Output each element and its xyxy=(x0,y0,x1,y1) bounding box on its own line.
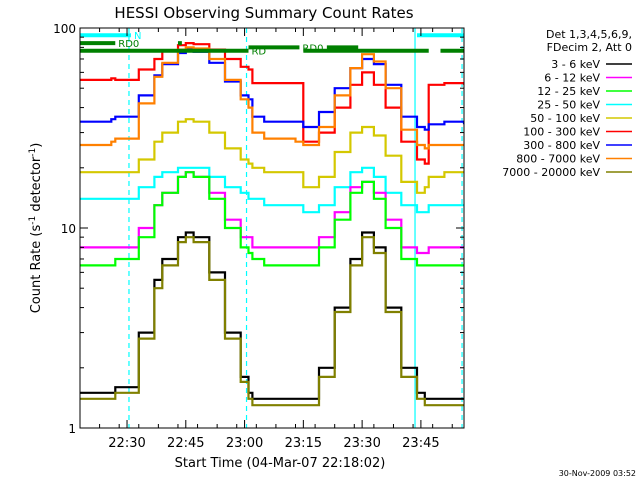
series-line-5 xyxy=(80,171,464,255)
x-axis-label: Start Time (04-Mar-07 22:18:02) xyxy=(175,456,386,471)
y-axis-label: Count Rate (s-1 detector-1) xyxy=(28,143,44,314)
legend-entry-label-3: 25 - 50 keV xyxy=(537,99,600,112)
legend-entry-label-1: 6 - 12 keV xyxy=(544,72,600,85)
series-line-6 xyxy=(80,171,464,267)
chart-title: HESSI Observing Summary Count Rates xyxy=(114,4,413,22)
series-line-2 xyxy=(80,46,464,150)
footer-timestamp: 30-Nov-2009 03:52 xyxy=(559,469,636,478)
y-tick-label-1: 10 xyxy=(61,222,76,236)
y-axis-label-suffix: ) xyxy=(29,143,44,148)
x-tick-label-2: 23:00 xyxy=(226,436,263,451)
legend-entry-label-6: 300 - 800 keV xyxy=(523,139,600,152)
flag-label-2: RD0 xyxy=(302,43,323,54)
legend-entry-label-0: 3 - 6 keV xyxy=(551,58,600,71)
series-line-1 xyxy=(80,48,464,131)
flag-label-1: RD0 xyxy=(118,39,139,50)
x-tick-label-5: 23:45 xyxy=(402,436,439,451)
flag-label-0: N xyxy=(134,31,141,42)
y-tick-label-2: 1 xyxy=(68,422,76,436)
y-tick-label-0: 100 xyxy=(53,22,76,36)
flag-label-3: RD xyxy=(251,47,266,58)
legend-entry-label-2: 12 - 25 keV xyxy=(537,85,600,98)
series-line-4 xyxy=(80,166,464,214)
legend: Det 1,3,4,5,6,9, FDecim 2, Att 0 3 - 6 k… xyxy=(502,28,632,179)
x-tick-label-4: 23:30 xyxy=(343,436,380,451)
legend-entry-label-4: 50 - 100 keV xyxy=(530,112,600,125)
legend-header-line-1: Det 1,3,4,5,6,9, xyxy=(546,28,632,41)
y-axis-label-mid: detector xyxy=(29,156,44,216)
series-line-3 xyxy=(80,118,464,194)
x-tick-label-1: 22:45 xyxy=(167,436,204,451)
series-line-8 xyxy=(80,236,464,407)
legend-entry-label-5: 100 - 300 keV xyxy=(523,126,600,139)
series-line-7 xyxy=(80,231,464,400)
y-axis-label-sup2: -1 xyxy=(28,148,38,157)
y-axis-label-sup1: -1 xyxy=(28,216,38,225)
y-axis-label-prefix: Count Rate (s xyxy=(29,225,44,314)
legend-entry-label-7: 800 - 7000 keV xyxy=(516,153,600,166)
series-line-0 xyxy=(80,42,464,165)
legend-header-line-2: FDecim 2, Att 0 xyxy=(547,41,632,54)
x-tick-label-0: 22:30 xyxy=(108,436,145,451)
x-tick-label-3: 23:15 xyxy=(285,436,322,451)
legend-entry-label-8: 7000 - 20000 keV xyxy=(502,166,600,179)
